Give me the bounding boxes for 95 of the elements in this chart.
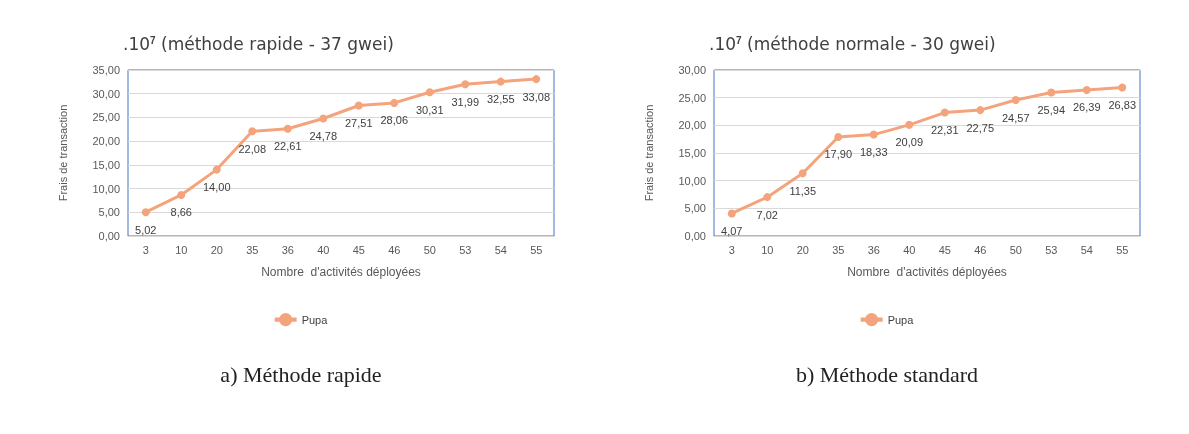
x-tick-label: 3 [728, 243, 735, 256]
legend-label: Pupa [301, 313, 329, 326]
x-tick-label: 50 [423, 243, 436, 256]
y-tick-label: 15,00 [678, 147, 706, 159]
x-axis-title: Nombre d'activités déployées [847, 265, 1007, 279]
data-label: 22,08 [238, 142, 267, 155]
data-label: 32,55 [486, 93, 515, 106]
x-tick-label: 10 [175, 243, 188, 256]
data-label: 24,78 [309, 129, 338, 142]
data-label: 8,66 [170, 206, 192, 219]
x-tick-label: 45 [352, 243, 365, 256]
point [1082, 85, 1091, 94]
data-label: 17,90 [824, 148, 853, 161]
point [319, 114, 328, 123]
text: a) Méthode rapide [220, 361, 382, 387]
x-tick-label: 50 [1009, 243, 1022, 256]
x-tick-label: 40 [903, 243, 916, 256]
y-tick-label: 35,00 [92, 64, 120, 76]
data-label: 33,08 [522, 90, 551, 103]
data-label: 11,35 [789, 184, 817, 197]
point [425, 88, 434, 97]
x-tick-label: 53 [1045, 243, 1058, 256]
data-label: 31,99 [451, 95, 480, 108]
x-tick-label: 10 [761, 243, 774, 256]
y-tick-label: 10,00 [92, 182, 120, 195]
data-label: 25,94 [1037, 103, 1066, 116]
point [248, 127, 257, 136]
x-tick-label: 36 [867, 243, 880, 256]
data-label: 18,33 [859, 146, 888, 159]
point [212, 165, 221, 174]
y-tick-label: 30,00 [678, 64, 706, 76]
y-tick-label: 20,00 [678, 119, 706, 132]
data-label: 22,31 [930, 124, 959, 137]
point [354, 101, 363, 110]
text: b) Méthode standard [795, 361, 979, 387]
point [390, 98, 399, 107]
y-tick-label: 25,00 [92, 111, 120, 124]
x-axis-title: Nombre d'activités déployées [261, 265, 421, 279]
point [940, 108, 949, 117]
data-label: 30,31 [415, 103, 444, 116]
y-axis-title: Frais de transaction [56, 104, 69, 202]
point [1011, 96, 1020, 105]
point [496, 77, 505, 86]
point [461, 80, 470, 89]
data-label: 5,02 [135, 223, 157, 236]
point [976, 106, 985, 115]
x-tick-label: 46 [974, 243, 987, 256]
x-tick-label: 55 [1116, 243, 1129, 256]
data-label: 28,06 [380, 114, 409, 127]
y-axis-title: Frais de transaction [642, 104, 655, 202]
data-label: 22,61 [273, 140, 302, 153]
y-tick-label: 15,00 [92, 158, 120, 171]
y-tick-label: 10,00 [678, 174, 706, 187]
data-label: 20,09 [895, 136, 924, 149]
point [727, 209, 736, 218]
x-tick-label: 3 [142, 243, 149, 256]
point [763, 193, 772, 202]
data-label: 14,00 [202, 181, 231, 194]
point [283, 124, 292, 133]
data-label: 22,75 [966, 121, 995, 134]
point [798, 169, 807, 178]
point [1047, 88, 1056, 97]
x-tick-label: 40 [317, 243, 330, 256]
data-label: 7,02 [756, 208, 778, 221]
x-tick-label: 53 [459, 243, 472, 256]
point [1118, 83, 1127, 92]
x-tick-label: 54 [494, 243, 507, 256]
y-tick-label: 0,00 [98, 230, 120, 242]
legend-label: Pupa [887, 313, 915, 326]
data-label: 4,07 [721, 224, 743, 237]
point [869, 130, 878, 139]
data-label: 26,83 [1108, 99, 1137, 112]
y-tick-label: 25,00 [678, 91, 706, 104]
x-tick-label: 20 [796, 243, 809, 256]
x-tick-label: 54 [1080, 243, 1093, 256]
x-tick-label: 36 [281, 243, 294, 256]
x-tick-label: 35 [246, 243, 259, 256]
x-tick-label: 55 [530, 243, 543, 256]
data-label: 27,51 [344, 117, 373, 130]
y-tick-label: 5,00 [98, 206, 120, 219]
point [532, 75, 541, 84]
point [177, 190, 186, 199]
x-tick-label: 20 [210, 243, 223, 256]
data-label: 26,39 [1072, 101, 1101, 114]
data-label: 24,57 [1001, 111, 1030, 124]
y-tick-label: 30,00 [92, 87, 120, 100]
y-tick-label: 5,00 [684, 202, 706, 215]
point [834, 132, 843, 141]
x-tick-label: 45 [938, 243, 951, 256]
point [141, 208, 150, 217]
point [905, 120, 914, 129]
x-tick-label: 35 [832, 243, 845, 256]
y-tick-label: 0,00 [684, 230, 706, 242]
y-tick-label: 20,00 [92, 135, 120, 148]
x-tick-label: 46 [388, 243, 401, 256]
